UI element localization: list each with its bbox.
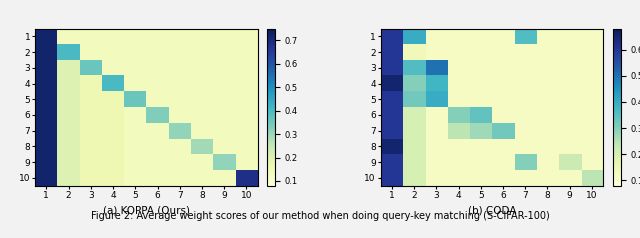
- Text: Figure 2: Average weight scores of our method when doing query-key matching (S-C: Figure 2: Average weight scores of our m…: [91, 211, 549, 221]
- X-axis label: (a) KOPPA (Ours): (a) KOPPA (Ours): [103, 205, 190, 215]
- X-axis label: (b) CODA: (b) CODA: [468, 205, 516, 215]
